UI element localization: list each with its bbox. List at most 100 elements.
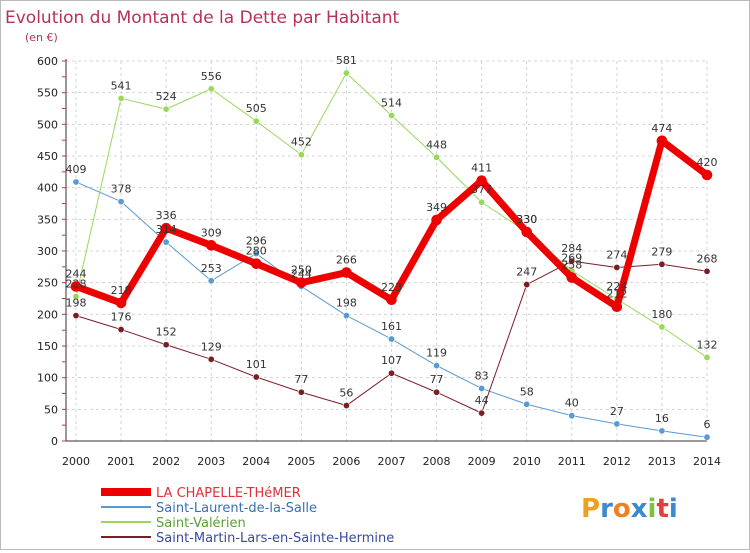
data-point bbox=[207, 355, 215, 363]
data-point bbox=[160, 222, 172, 234]
data-label: 330 bbox=[516, 213, 537, 226]
data-label: 420 bbox=[697, 156, 718, 169]
data-point bbox=[70, 281, 82, 292]
data-point bbox=[701, 169, 713, 181]
x-tick-label: 2002 bbox=[152, 455, 180, 468]
data-point bbox=[613, 263, 621, 271]
data-label: 44 bbox=[475, 394, 489, 407]
data-label: 330 bbox=[516, 213, 537, 226]
data-point bbox=[72, 178, 80, 186]
data-point bbox=[611, 301, 623, 313]
data-label: 314 bbox=[156, 223, 177, 236]
data-point bbox=[478, 409, 486, 417]
data-point bbox=[431, 214, 442, 226]
data-point bbox=[433, 362, 441, 370]
data-label: 253 bbox=[201, 262, 222, 275]
chart-title: Evolution du Montant de la Dette par Hab… bbox=[5, 8, 400, 28]
x-tick-label: 2000 bbox=[62, 455, 90, 468]
data-point bbox=[658, 260, 666, 268]
x-tick-label: 2007 bbox=[378, 455, 406, 468]
y-tick-label: 250 bbox=[37, 277, 58, 290]
data-label: 180 bbox=[651, 308, 672, 321]
data-label: 244 bbox=[291, 267, 312, 280]
data-label: 268 bbox=[697, 252, 718, 265]
logo-letter: P bbox=[581, 494, 600, 524]
data-label: 247 bbox=[516, 266, 537, 279]
data-label: 27 bbox=[610, 405, 624, 418]
data-label: 129 bbox=[201, 340, 222, 353]
data-label: 16 bbox=[655, 412, 669, 425]
data-label: 514 bbox=[381, 96, 402, 109]
logo-letter: i bbox=[648, 494, 657, 524]
data-point bbox=[568, 412, 576, 420]
data-label: 40 bbox=[565, 397, 579, 410]
y-tick-label: 450 bbox=[37, 150, 58, 163]
data-point bbox=[521, 226, 533, 238]
x-tick-label: 2006 bbox=[332, 455, 360, 468]
legend: LA CHAPELLE-THéMERSaint-Laurent-de-la-Sa… bbox=[101, 486, 394, 546]
data-label: 198 bbox=[336, 297, 357, 310]
logo-letter: r bbox=[600, 494, 613, 524]
y-tick-label: 300 bbox=[37, 245, 58, 258]
data-point bbox=[162, 238, 170, 246]
data-point bbox=[296, 277, 307, 288]
y-tick-label: 350 bbox=[37, 213, 58, 226]
data-point bbox=[433, 388, 441, 396]
data-point bbox=[297, 151, 305, 159]
data-point bbox=[433, 153, 441, 161]
data-label: 161 bbox=[381, 320, 402, 333]
data-point bbox=[478, 384, 486, 392]
data-label: 474 bbox=[651, 122, 672, 135]
y-tick-label: 50 bbox=[44, 403, 58, 416]
data-point bbox=[117, 198, 125, 206]
x-tick-label: 2010 bbox=[513, 455, 541, 468]
x-tick-label: 2014 bbox=[693, 455, 721, 468]
legend-label: Saint-Laurent-de-la-Salle bbox=[156, 501, 317, 516]
data-point bbox=[72, 293, 80, 301]
data-point bbox=[566, 272, 578, 283]
data-point bbox=[703, 267, 711, 275]
data-label: 107 bbox=[381, 354, 402, 367]
y-tick-label: 200 bbox=[37, 308, 58, 321]
data-label: 198 bbox=[66, 297, 87, 310]
data-point bbox=[387, 369, 395, 377]
data-point bbox=[117, 326, 125, 334]
data-point bbox=[117, 94, 125, 102]
proxiti-logo: Proxiti bbox=[581, 494, 678, 524]
data-point bbox=[252, 250, 260, 258]
logo-letter: t bbox=[656, 494, 668, 524]
data-label: 212 bbox=[606, 288, 627, 301]
legend-label: LA CHAPELLE-THéMER bbox=[156, 486, 301, 501]
data-point bbox=[656, 135, 668, 147]
data-label: 556 bbox=[201, 70, 222, 83]
series-group bbox=[70, 69, 713, 441]
legend-label: Saint-Martin-Lars-en-Sainte-Hermine bbox=[156, 531, 394, 546]
data-point bbox=[205, 240, 217, 251]
data-label: 58 bbox=[520, 385, 534, 398]
x-tick-label: 2008 bbox=[423, 455, 451, 468]
y-tick-label: 100 bbox=[37, 372, 58, 385]
data-label: 274 bbox=[606, 248, 627, 261]
data-point bbox=[252, 373, 260, 381]
data-label: 505 bbox=[246, 102, 267, 115]
grid bbox=[66, 60, 708, 442]
data-label: 83 bbox=[475, 369, 489, 382]
x-tick-label: 2012 bbox=[603, 455, 631, 468]
data-label: 218 bbox=[111, 284, 132, 297]
data-label: 448 bbox=[426, 138, 447, 151]
data-label: 452 bbox=[291, 136, 312, 149]
data-label: 279 bbox=[651, 245, 672, 258]
data-point bbox=[568, 257, 576, 265]
x-tick-label: 2011 bbox=[558, 455, 586, 468]
logo-letter: x bbox=[631, 494, 648, 524]
y-tick-label: 150 bbox=[37, 340, 58, 353]
data-point bbox=[703, 433, 711, 441]
data-point bbox=[72, 312, 80, 320]
x-tick-label: 2005 bbox=[287, 455, 315, 468]
data-point bbox=[207, 277, 215, 285]
y-tick-label: 500 bbox=[37, 118, 58, 131]
data-labels: 244 218 336 309 280 250 266 223 349 411 330 258 212 4… bbox=[66, 54, 718, 431]
data-point bbox=[207, 85, 215, 93]
